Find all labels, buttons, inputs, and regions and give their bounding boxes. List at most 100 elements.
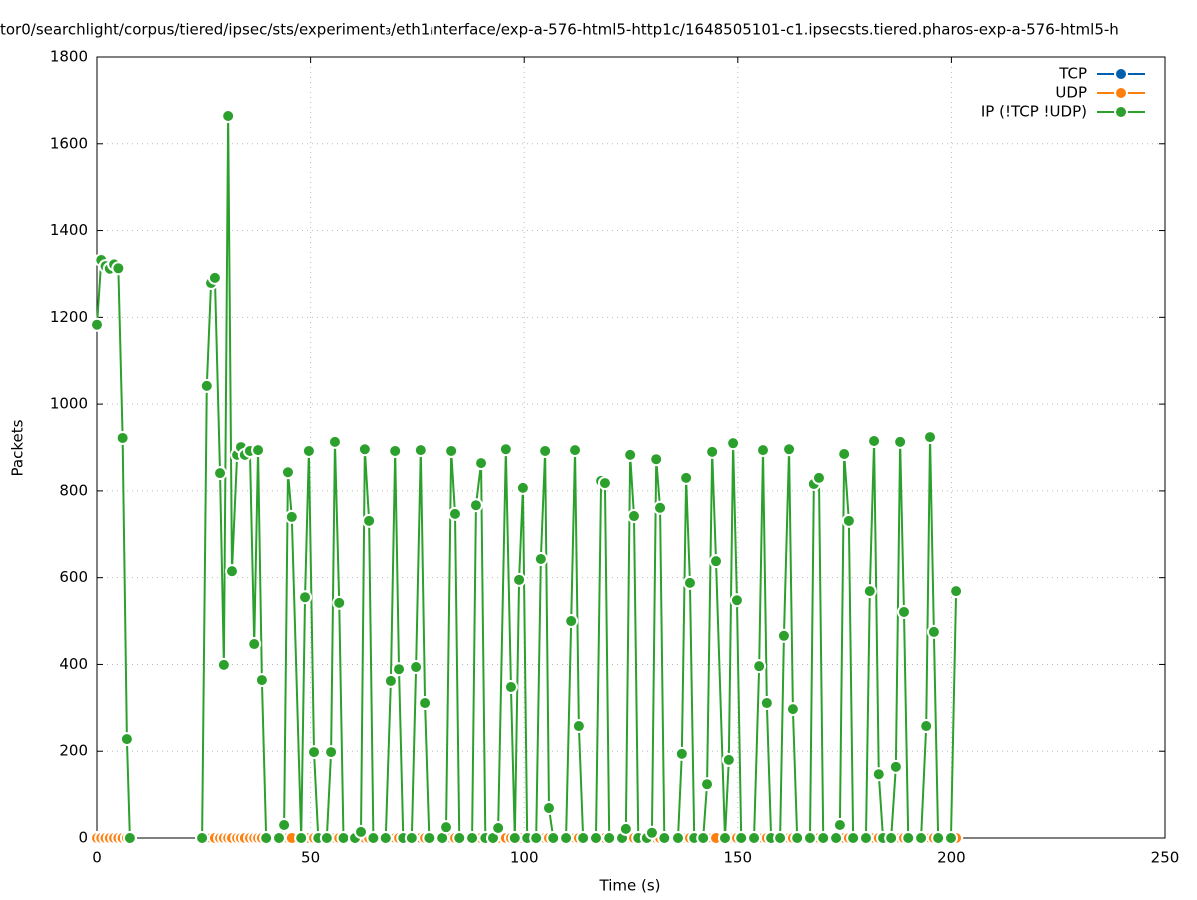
point — [111, 261, 126, 276]
point — [559, 831, 574, 845]
point — [332, 595, 347, 610]
point — [811, 470, 826, 485]
x-tick-label: 100 — [510, 849, 539, 867]
point — [546, 831, 561, 845]
x-tick-label: 150 — [723, 849, 752, 867]
y-tick-label: 800 — [59, 481, 88, 499]
point — [790, 831, 805, 845]
point — [901, 831, 916, 845]
point — [413, 443, 428, 458]
point — [679, 470, 694, 485]
point — [307, 745, 322, 760]
y-tick-label: 600 — [59, 568, 88, 586]
x-tick-label: 200 — [937, 849, 966, 867]
point — [418, 696, 433, 711]
point — [90, 317, 104, 332]
y-axis-label: Packets — [9, 419, 27, 476]
point — [923, 430, 938, 445]
point — [709, 554, 724, 569]
point — [597, 476, 612, 491]
point — [867, 433, 882, 448]
x-tick-label: 250 — [1151, 849, 1180, 867]
point — [846, 831, 861, 845]
point — [503, 680, 518, 695]
point — [657, 831, 672, 845]
y-tick-label: 0 — [78, 829, 88, 847]
point — [474, 456, 489, 471]
point — [682, 575, 697, 590]
point — [512, 572, 527, 587]
point — [931, 831, 946, 845]
point — [816, 831, 831, 845]
point — [422, 831, 437, 845]
point — [618, 821, 633, 836]
x-axis-label: Time (s) — [599, 877, 661, 895]
point — [224, 564, 239, 579]
point — [409, 660, 424, 675]
point — [896, 604, 911, 619]
legend-marker — [1114, 105, 1128, 119]
point — [207, 270, 222, 285]
y-tick-label: 200 — [59, 742, 88, 760]
point — [195, 831, 210, 845]
point — [626, 509, 641, 524]
point — [447, 506, 462, 521]
point — [858, 831, 873, 845]
point — [700, 777, 715, 792]
point — [752, 659, 767, 674]
point — [452, 831, 467, 845]
point — [670, 831, 685, 845]
point — [271, 831, 286, 845]
point — [383, 673, 398, 688]
point — [515, 480, 530, 495]
point — [122, 831, 137, 845]
point — [564, 614, 579, 629]
point — [280, 465, 295, 480]
point — [785, 702, 800, 717]
chart-title: tor0/searchlight/corpus/tiered/ipsec/sts… — [0, 21, 1119, 39]
point — [294, 831, 309, 845]
point — [366, 831, 381, 845]
point — [705, 444, 720, 459]
point — [602, 831, 617, 845]
point — [362, 513, 377, 528]
point — [653, 500, 668, 515]
point — [254, 673, 269, 688]
point — [439, 820, 454, 835]
point — [357, 442, 372, 457]
point — [734, 831, 749, 845]
point — [756, 443, 771, 458]
point — [943, 831, 958, 845]
legend-label: TCP — [1058, 65, 1087, 83]
point — [529, 831, 544, 845]
point — [696, 831, 711, 845]
point — [247, 637, 262, 652]
point — [392, 662, 407, 677]
y-tick-label: 1800 — [50, 48, 88, 66]
legend-marker — [1114, 67, 1128, 81]
point — [465, 831, 480, 845]
point — [491, 821, 506, 836]
point — [782, 442, 797, 457]
point — [119, 732, 134, 747]
point — [576, 831, 591, 845]
point — [914, 831, 929, 845]
point — [404, 831, 419, 845]
point — [884, 831, 899, 845]
legend-label: IP (!TCP !UDP) — [981, 103, 1087, 121]
point — [649, 452, 664, 467]
point — [468, 498, 483, 513]
point — [747, 831, 762, 845]
point — [259, 831, 274, 845]
y-tick-label: 1600 — [50, 134, 88, 152]
point — [216, 657, 231, 672]
point — [759, 696, 774, 711]
point — [298, 590, 313, 605]
legend-label: UDP — [1055, 84, 1087, 102]
point — [871, 767, 886, 782]
point — [199, 378, 214, 393]
point — [644, 825, 659, 840]
point — [498, 442, 513, 457]
point — [674, 746, 689, 761]
